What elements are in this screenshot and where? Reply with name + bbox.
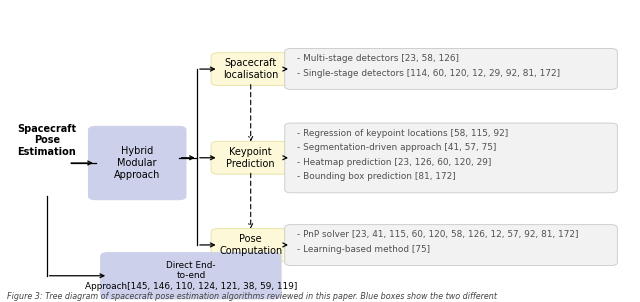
- FancyBboxPatch shape: [88, 126, 186, 200]
- Text: - Regression of keypoint locations [58, 115, 92]: - Regression of keypoint locations [58, …: [297, 129, 508, 138]
- Text: Direct End-
to-end
Approach[145, 146, 110, 124, 121, 38, 59, 119]: Direct End- to-end Approach[145, 146, 11…: [84, 261, 297, 291]
- FancyBboxPatch shape: [211, 53, 291, 85]
- FancyBboxPatch shape: [100, 252, 281, 299]
- FancyBboxPatch shape: [211, 141, 291, 174]
- FancyBboxPatch shape: [285, 225, 618, 265]
- Text: - Multi-stage detectors [23, 58, 126]: - Multi-stage detectors [23, 58, 126]: [297, 54, 459, 63]
- FancyBboxPatch shape: [285, 123, 618, 193]
- Text: Spacecraft
Pose
Estimation: Spacecraft Pose Estimation: [17, 124, 76, 157]
- Text: Keypoint
Prediction: Keypoint Prediction: [227, 147, 275, 169]
- Text: - Bounding box prediction [81, 172]: - Bounding box prediction [81, 172]: [297, 172, 456, 181]
- Text: - Learning-based method [75]: - Learning-based method [75]: [297, 245, 430, 254]
- Text: Spacecraft
localisation: Spacecraft localisation: [223, 58, 278, 80]
- Text: Hybrid
Modular
Approach: Hybrid Modular Approach: [114, 146, 161, 180]
- Text: - Heatmap prediction [23, 126, 60, 120, 29]: - Heatmap prediction [23, 126, 60, 120, …: [297, 158, 492, 167]
- Text: Figure 3: Tree diagram of spacecraft pose estimation algorithms reviewed in this: Figure 3: Tree diagram of spacecraft pos…: [7, 292, 497, 301]
- Text: - Single-stage detectors [114, 60, 120, 12, 29, 92, 81, 172]: - Single-stage detectors [114, 60, 120, …: [297, 69, 560, 78]
- FancyBboxPatch shape: [285, 49, 618, 89]
- Text: Pose
Computation: Pose Computation: [219, 234, 282, 256]
- Text: - PnP solver [23, 41, 115, 60, 120, 58, 126, 12, 57, 92, 81, 172]: - PnP solver [23, 41, 115, 60, 120, 58, …: [297, 230, 579, 239]
- FancyBboxPatch shape: [211, 229, 291, 261]
- Text: - Segmentation-driven approach [41, 57, 75]: - Segmentation-driven approach [41, 57, …: [297, 143, 497, 152]
